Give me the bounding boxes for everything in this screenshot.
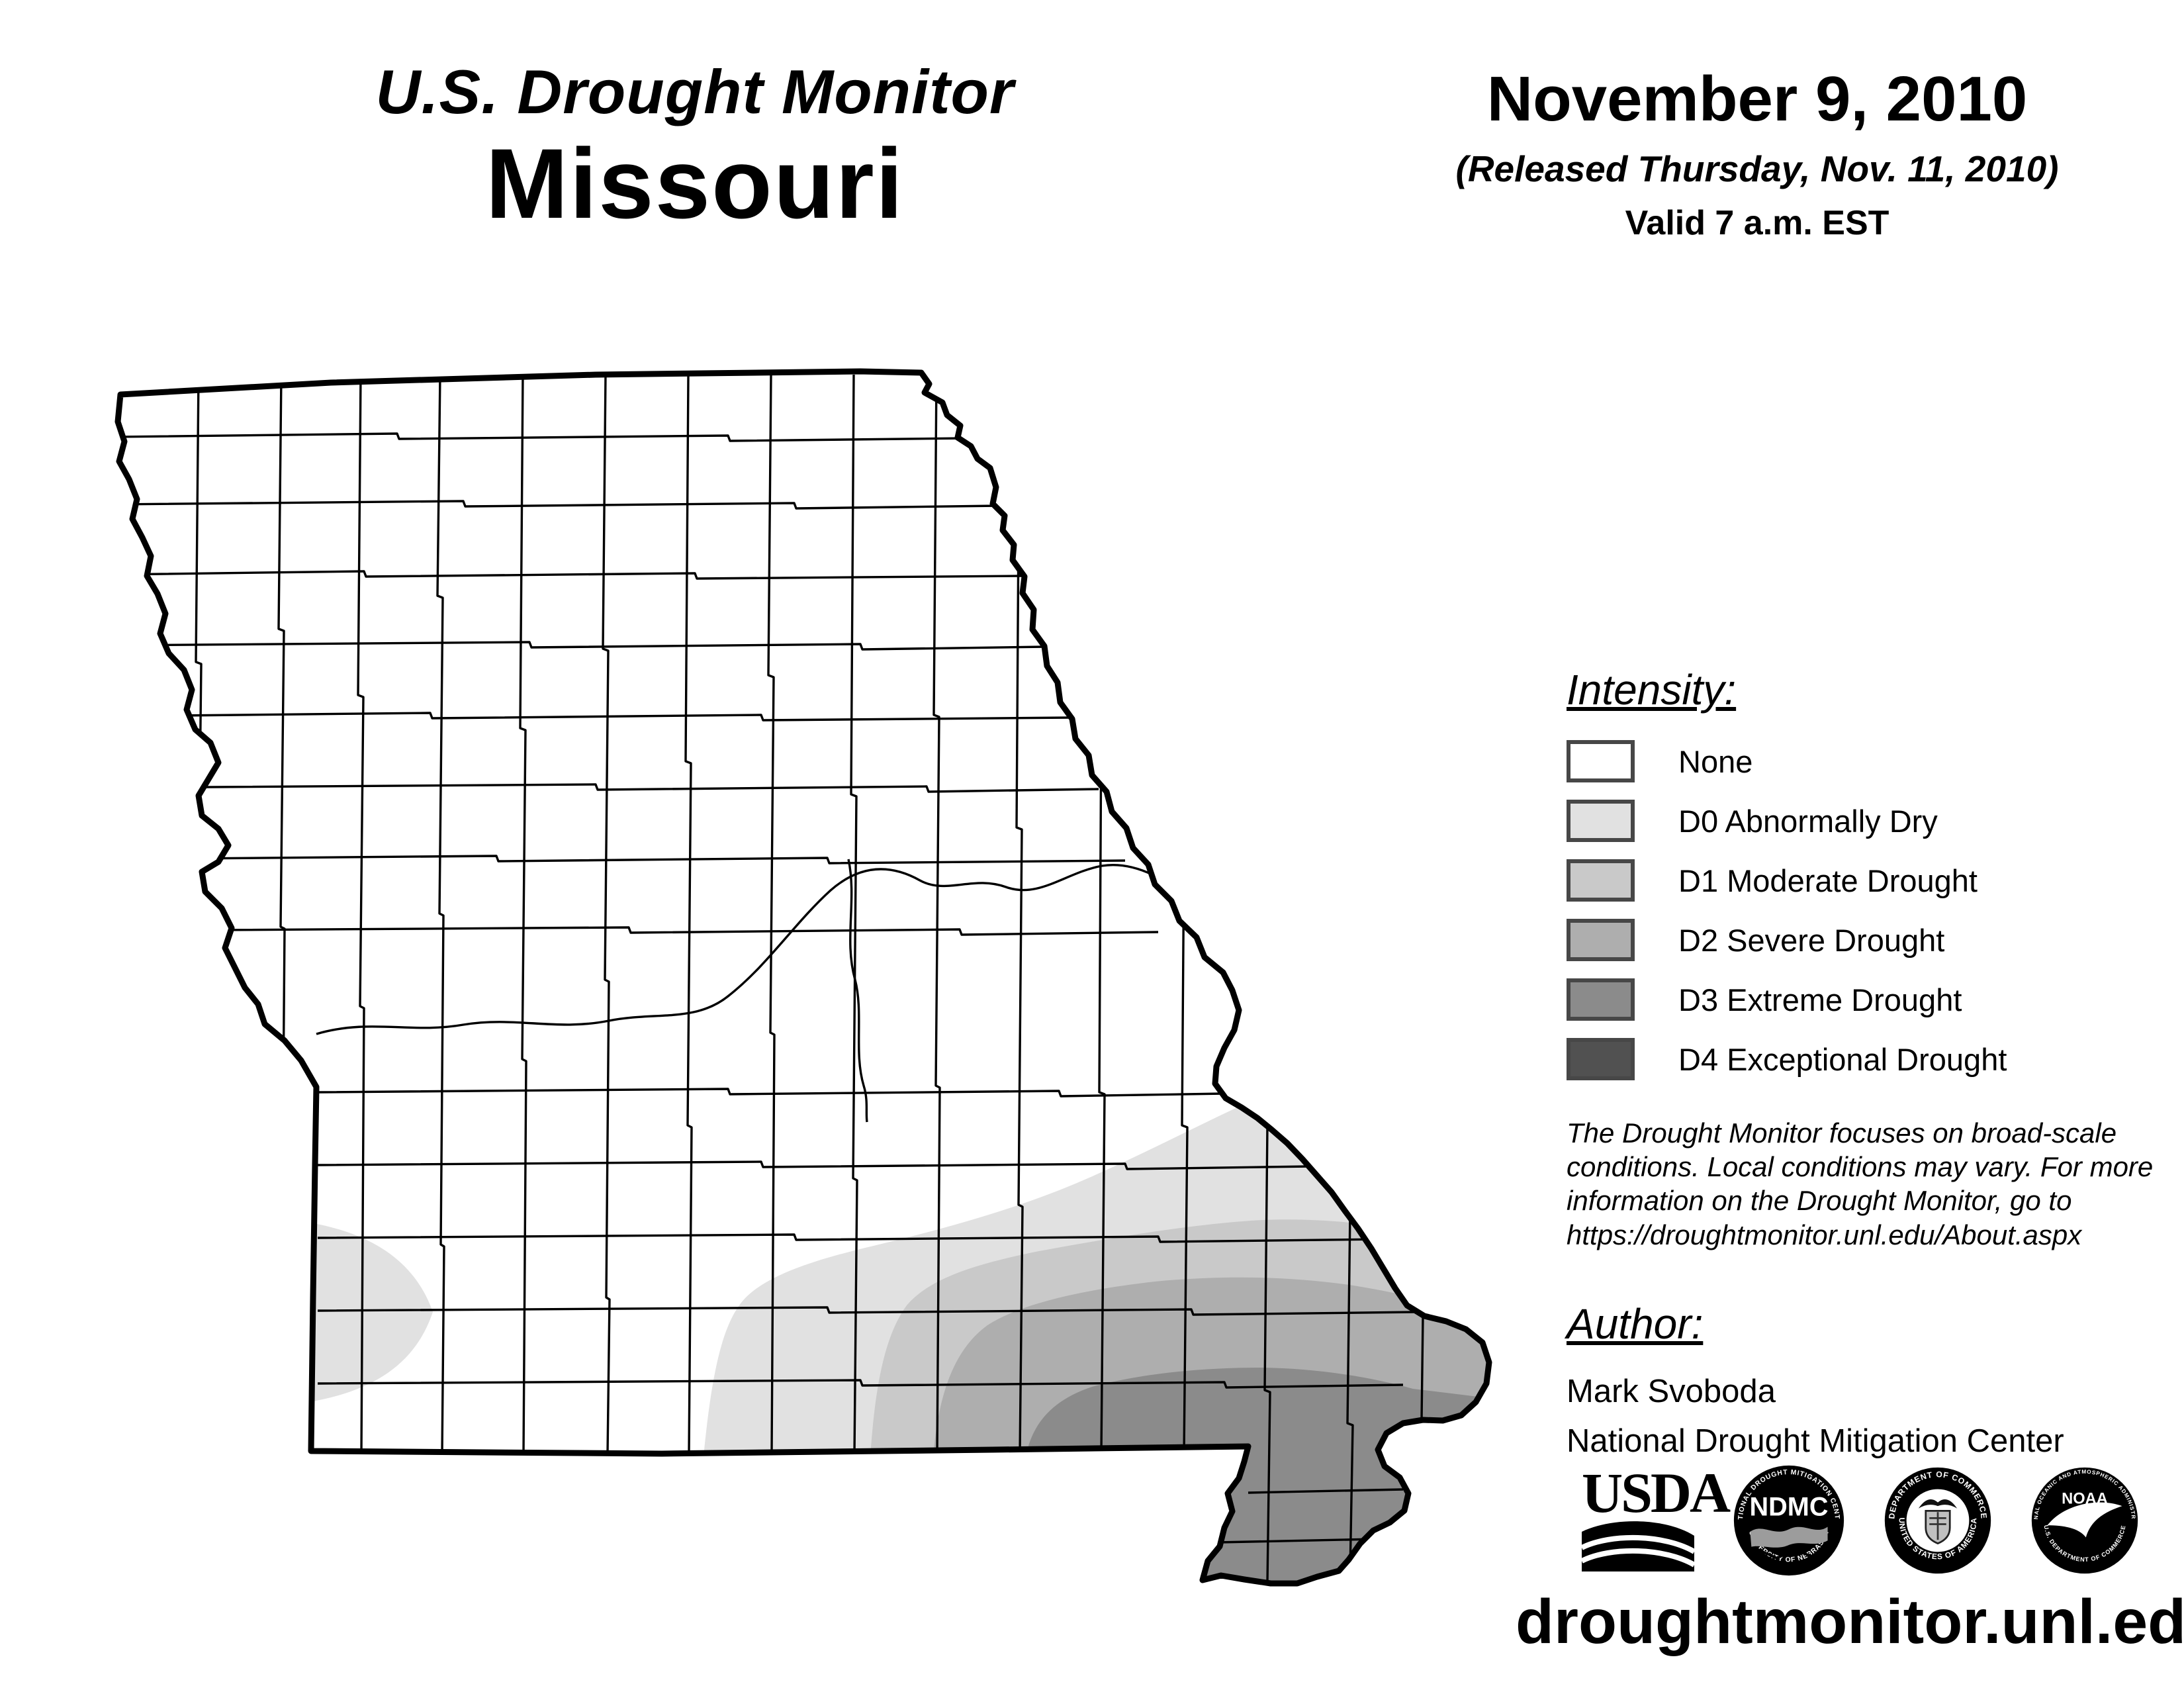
legend-heading: Intensity: xyxy=(1567,666,1737,714)
report-title: U.S. Drought Monitor xyxy=(375,57,1015,126)
ndmc-wordmark: NDMC xyxy=(1750,1492,1829,1521)
usda-wordmark: USDA xyxy=(1582,1460,1731,1524)
usda-swoosh-icon xyxy=(1580,1521,1696,1572)
author-block: Author: Mark Svoboda National Drought Mi… xyxy=(1567,1303,2064,1458)
ndmc-wave-icon xyxy=(1750,1526,1828,1548)
legend-label: D0 Abnormally Dry xyxy=(1678,803,1938,839)
agency-logos-row: USDA NATIONAL DROUGHT MITIGATION CENTER … xyxy=(1580,1460,2139,1577)
usda-logo: USDA xyxy=(1580,1460,1731,1575)
county-boundaries xyxy=(118,374,1424,1583)
legend-swatch-d2 xyxy=(1567,919,1635,961)
legend-swatch-d4 xyxy=(1567,1038,1635,1080)
legend-item-d1: D1 Moderate Drought xyxy=(1567,859,2007,902)
legend-swatch-d0 xyxy=(1567,800,1635,842)
legend-label: None xyxy=(1678,743,1753,779)
author-name: Mark Svoboda xyxy=(1567,1374,1776,1409)
legend-label: D1 Moderate Drought xyxy=(1678,863,1978,898)
state-name-title: Missouri xyxy=(485,128,905,239)
legend-item-d3: D3 Extreme Drought xyxy=(1567,978,2007,1021)
drought-region-d0-southwest xyxy=(301,1221,433,1403)
footer-url: droughtmonitor.unl.edu xyxy=(1516,1587,2184,1657)
date-block: November 9, 2010 (Released Thursday, Nov… xyxy=(1416,64,2098,242)
department-of-commerce-seal: DEPARTMENT OF COMMERCE UNITED STATES OF … xyxy=(1884,1467,1991,1574)
author-organization: National Drought Mitigation Center xyxy=(1567,1423,2064,1459)
legend-label: D2 Severe Drought xyxy=(1678,922,1945,958)
map-date: November 9, 2010 xyxy=(1486,64,2028,134)
disclaimer-text: The Drought Monitor focuses on broad-sca… xyxy=(1567,1117,2154,1250)
legend-label: D4 Exceptional Drought xyxy=(1678,1041,2007,1077)
intensity-legend: Intensity: None D0 Abnormally Dry D1 Mod… xyxy=(1567,669,2007,1098)
title-block: U.S. Drought Monitor Missouri xyxy=(285,57,1105,239)
noaa-logo: NATIONAL OCEANIC AND ATMOSPHERIC ADMINIS… xyxy=(2030,1466,2138,1574)
valid-time: Valid 7 a.m. EST xyxy=(1625,204,1889,242)
legend-swatch-none xyxy=(1567,740,1635,782)
drought-region-d3 xyxy=(1023,1368,1489,1583)
legend-swatch-d3 xyxy=(1567,978,1635,1021)
legend-swatch-d1 xyxy=(1567,859,1635,902)
release-date: (Released Thursday, Nov. 11, 2010) xyxy=(1455,148,2059,189)
author-heading: Author: xyxy=(1567,1300,1704,1348)
drought-region-d2 xyxy=(930,1277,1489,1583)
legend-item-d0: D0 Abnormally Dry xyxy=(1567,800,2007,842)
legend-item-d2: D2 Severe Drought xyxy=(1567,919,2007,961)
doc-eagle-icon xyxy=(1918,1499,1958,1509)
noaa-bird-icon xyxy=(2047,1502,2122,1538)
legend-label: D3 Extreme Drought xyxy=(1678,982,1962,1017)
legend-item-none: None xyxy=(1567,740,2007,782)
missouri-river-boundary xyxy=(316,864,1231,1035)
legend-item-d4: D4 Exceptional Drought xyxy=(1567,1038,2007,1080)
